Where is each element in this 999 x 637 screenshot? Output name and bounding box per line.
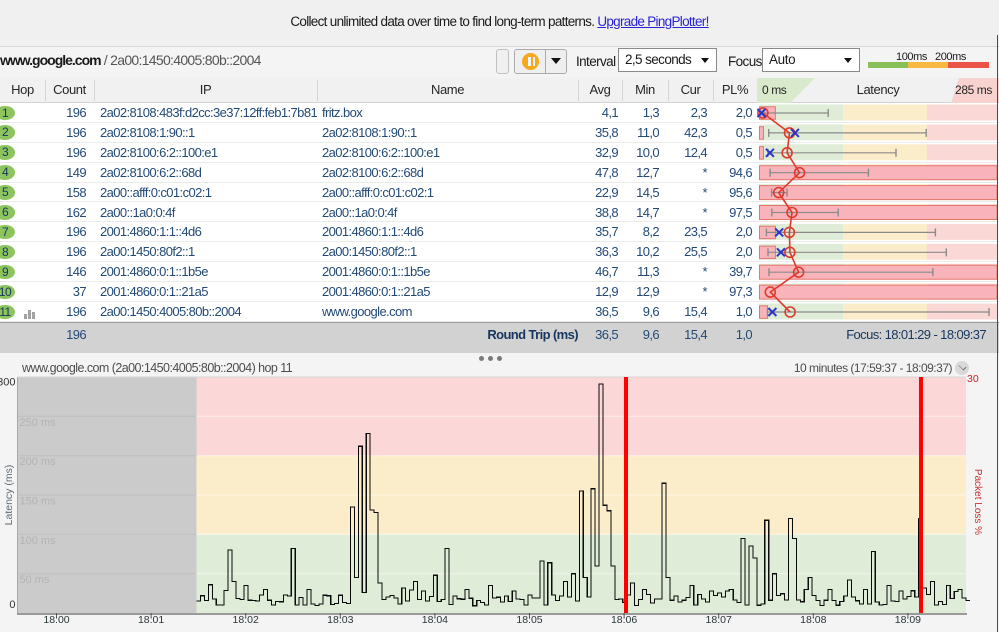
svg-text:250 ms: 250 ms xyxy=(20,417,57,429)
svg-text:0: 0 xyxy=(9,599,15,611)
svg-text:18:07: 18:07 xyxy=(706,614,732,626)
svg-text:18:01: 18:01 xyxy=(138,614,164,626)
svg-text:300: 300 xyxy=(0,377,16,389)
svg-text:150 ms: 150 ms xyxy=(20,496,57,508)
svg-text:Latency (ms): Latency (ms) xyxy=(3,465,15,526)
svg-text:50 ms: 50 ms xyxy=(20,574,50,586)
svg-text:18:04: 18:04 xyxy=(422,614,448,626)
svg-text:200 ms: 200 ms xyxy=(20,456,57,468)
svg-text:18:03: 18:03 xyxy=(327,614,353,626)
svg-text:Packet Loss %: Packet Loss % xyxy=(972,469,983,535)
svg-text:18:02: 18:02 xyxy=(233,614,259,626)
svg-text:18:08: 18:08 xyxy=(800,614,826,626)
svg-text:18:09: 18:09 xyxy=(895,614,921,626)
svg-text:100 ms: 100 ms xyxy=(20,535,57,547)
svg-text:18:00: 18:00 xyxy=(43,614,69,626)
svg-text:18:05: 18:05 xyxy=(516,614,542,626)
svg-text:18:06: 18:06 xyxy=(611,614,637,626)
svg-text:30: 30 xyxy=(967,375,979,385)
